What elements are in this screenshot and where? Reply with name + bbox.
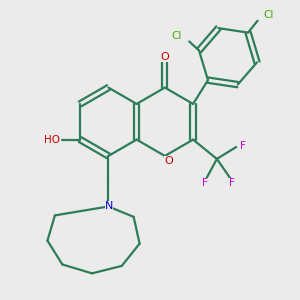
Text: O: O [164,156,173,166]
Text: F: F [240,140,246,151]
Text: HO: HO [44,135,60,145]
Text: N: N [105,201,113,211]
Text: F: F [229,178,235,188]
Text: Cl: Cl [172,31,182,40]
Text: O: O [160,52,169,62]
Text: Cl: Cl [264,10,274,20]
Text: F: F [202,178,208,188]
